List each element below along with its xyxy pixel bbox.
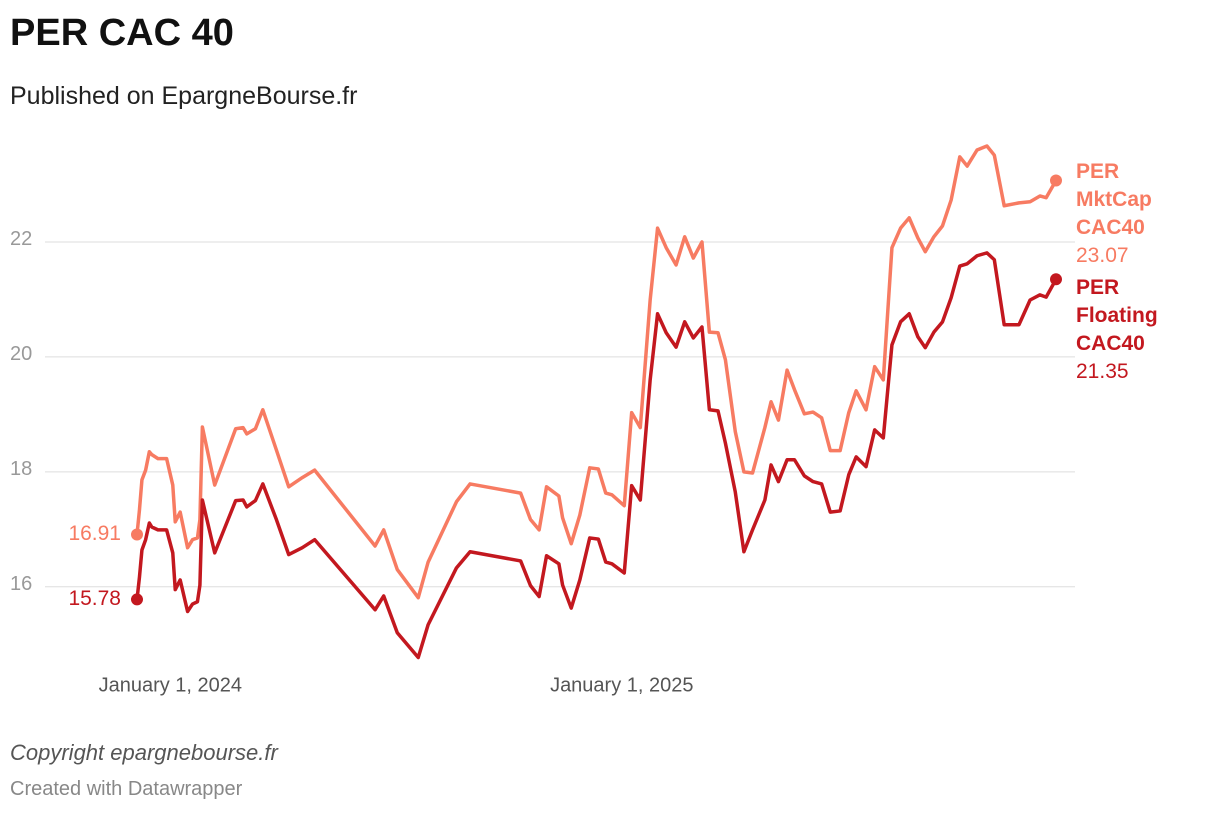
series-line — [135, 251, 1058, 660]
end-dot — [1050, 174, 1062, 187]
end-dot — [131, 528, 143, 541]
end-value-label: 21.35 — [1076, 360, 1129, 384]
end-dot — [131, 593, 143, 606]
end-dot — [1050, 273, 1062, 286]
x-tick-label: January 1, 2024 — [99, 674, 242, 696]
end-value-label: 23.07 — [1076, 244, 1129, 268]
start-value-label: 16.91 — [68, 522, 121, 545]
y-tick-label: 20 — [10, 343, 32, 365]
end-label: PER Floating CAC40 21.35 — [1076, 274, 1172, 386]
y-tick-label: 22 — [10, 228, 32, 250]
credit: Created with Datawrapper — [10, 778, 243, 800]
chart-subtitle: Published on EpargneBourse.fr — [10, 82, 358, 110]
end-label: PER MktCap CAC40 23.07 — [1076, 158, 1172, 270]
x-tick-label: January 1, 2025 — [550, 674, 693, 696]
y-tick-label: 16 — [10, 573, 32, 595]
series-line — [135, 144, 1058, 600]
series-name: PER Floating CAC40 — [1076, 276, 1158, 356]
y-tick-label: 18 — [10, 458, 32, 480]
start-value-label: 15.78 — [68, 587, 121, 610]
chart-title: PER CAC 40 — [10, 12, 234, 54]
series-name: PER MktCap CAC40 — [1076, 160, 1152, 240]
footer: Copyright epargnebourse.fr — [10, 740, 278, 765]
